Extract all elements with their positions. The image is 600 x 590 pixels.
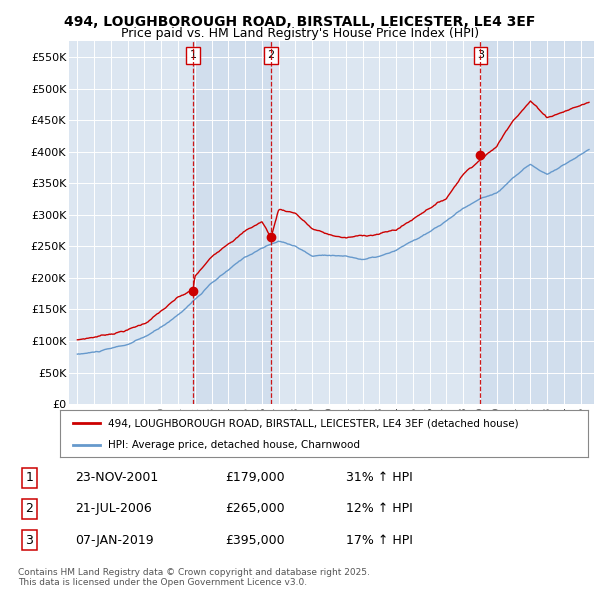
Text: 2: 2 [268, 50, 275, 60]
Text: 23-NOV-2001: 23-NOV-2001 [76, 471, 158, 484]
Text: 07-JAN-2019: 07-JAN-2019 [76, 533, 154, 546]
Text: 3: 3 [25, 533, 33, 546]
Bar [193, 41, 271, 404]
Text: 494, LOUGHBOROUGH ROAD, BIRSTALL, LEICESTER, LE4 3EF (detached house): 494, LOUGHBOROUGH ROAD, BIRSTALL, LEICES… [107, 418, 518, 428]
Text: 21-JUL-2006: 21-JUL-2006 [76, 502, 152, 516]
Text: £265,000: £265,000 [225, 502, 285, 516]
Text: £395,000: £395,000 [225, 533, 285, 546]
Text: 17% ↑ HPI: 17% ↑ HPI [346, 533, 413, 546]
Text: 31% ↑ HPI: 31% ↑ HPI [346, 471, 413, 484]
Text: 2: 2 [25, 502, 33, 516]
Text: Price paid vs. HM Land Registry's House Price Index (HPI): Price paid vs. HM Land Registry's House … [121, 27, 479, 40]
Text: £179,000: £179,000 [225, 471, 285, 484]
Text: 494, LOUGHBOROUGH ROAD, BIRSTALL, LEICESTER, LE4 3EF: 494, LOUGHBOROUGH ROAD, BIRSTALL, LEICES… [64, 15, 536, 29]
Text: 3: 3 [477, 50, 484, 60]
Text: HPI: Average price, detached house, Charnwood: HPI: Average price, detached house, Char… [107, 441, 359, 450]
Text: 12% ↑ HPI: 12% ↑ HPI [346, 502, 413, 516]
Bar [481, 41, 594, 404]
Text: 1: 1 [25, 471, 33, 484]
Text: Contains HM Land Registry data © Crown copyright and database right 2025.
This d: Contains HM Land Registry data © Crown c… [18, 568, 370, 587]
Text: 1: 1 [190, 50, 197, 60]
